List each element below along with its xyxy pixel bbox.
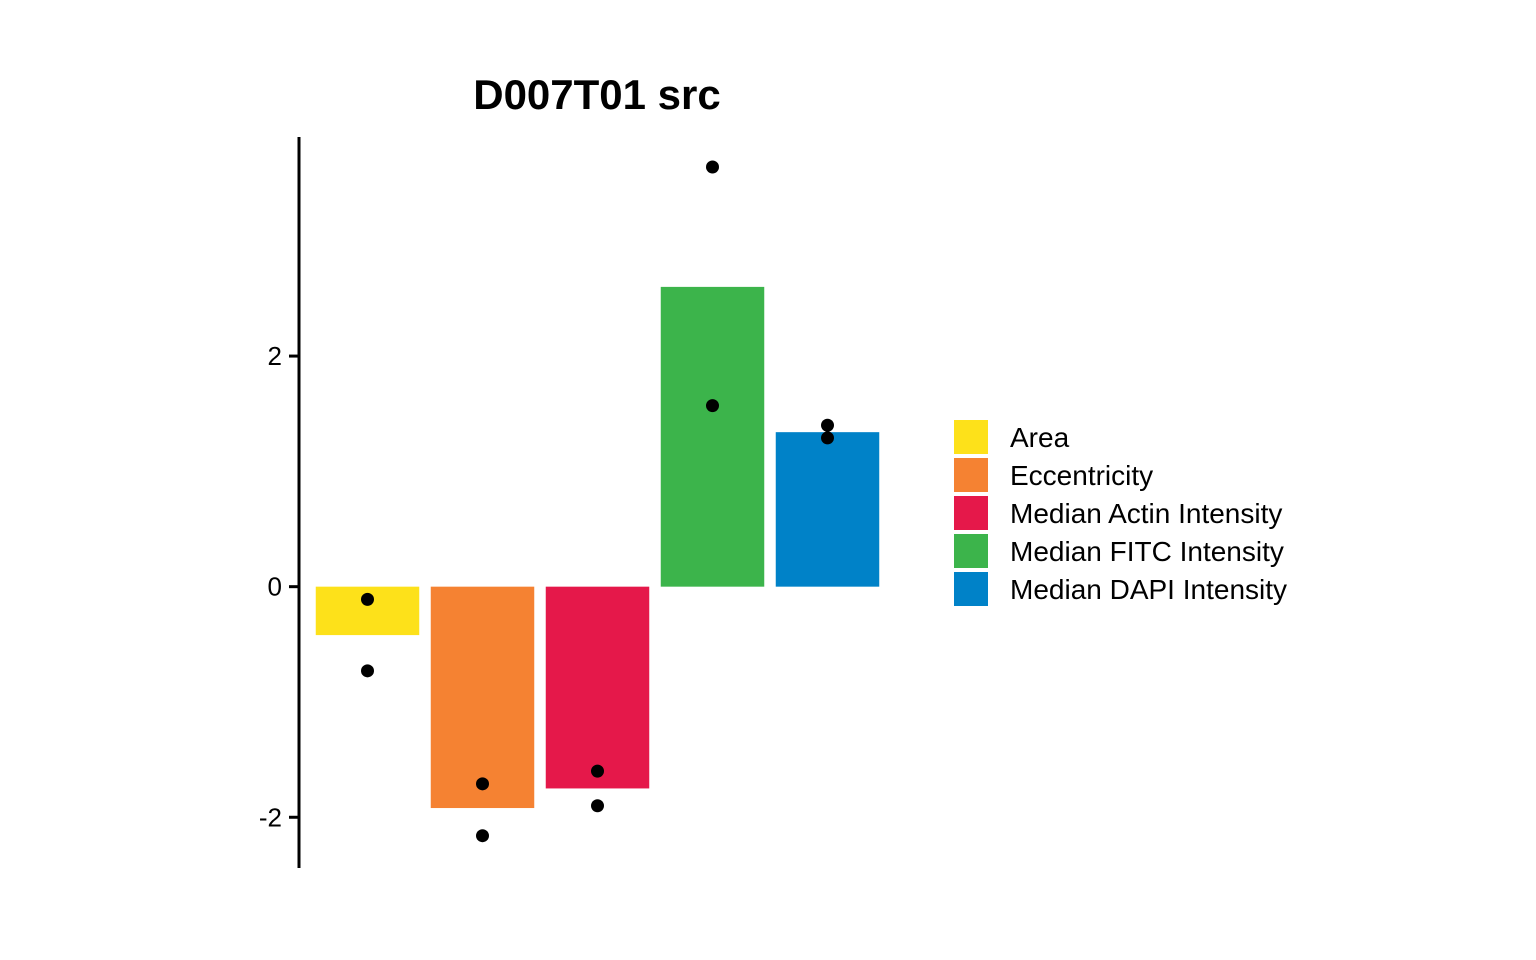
legend-label: Median Actin Intensity — [1010, 498, 1282, 529]
legend-label: Median FITC Intensity — [1010, 536, 1284, 567]
data-point-4-2 — [706, 399, 719, 413]
data-point-1-1 — [361, 592, 374, 606]
legend-swatch — [954, 496, 988, 530]
chart-title: D007T01 src — [473, 71, 721, 118]
y-tick-label: 2 — [268, 341, 282, 371]
bar-median-dapi-intensity — [775, 432, 880, 587]
data-point-2-1 — [476, 777, 489, 791]
legend-swatch — [954, 458, 988, 492]
data-point-5-2 — [821, 431, 834, 445]
legend-swatch — [954, 534, 988, 568]
data-point-5-1 — [821, 418, 834, 432]
bars — [315, 286, 880, 809]
bar-median-actin-intensity — [545, 586, 650, 789]
data-point-2-2 — [476, 829, 489, 843]
data-point-1-2 — [361, 664, 374, 678]
y-tick-label: -2 — [259, 802, 282, 832]
data-point-4-1 — [706, 160, 719, 174]
bar-median-fitc-intensity — [660, 286, 765, 587]
legend-label: Area — [1010, 422, 1070, 453]
legend: Area Eccentricity Median Actin Intensity Me… — [954, 420, 1287, 606]
bar-eccentricity — [430, 586, 535, 809]
legend-swatch — [954, 572, 988, 606]
legend-label: Eccentricity — [1010, 460, 1153, 491]
data-point-3-2 — [591, 799, 604, 813]
legend-label: Median DAPI Intensity — [1010, 574, 1287, 605]
points — [361, 160, 834, 843]
y-ticks: -2 0 2 — [259, 341, 299, 832]
legend-swatch — [954, 420, 988, 454]
y-tick-label: 0 — [268, 572, 282, 602]
data-point-3-1 — [591, 764, 604, 778]
